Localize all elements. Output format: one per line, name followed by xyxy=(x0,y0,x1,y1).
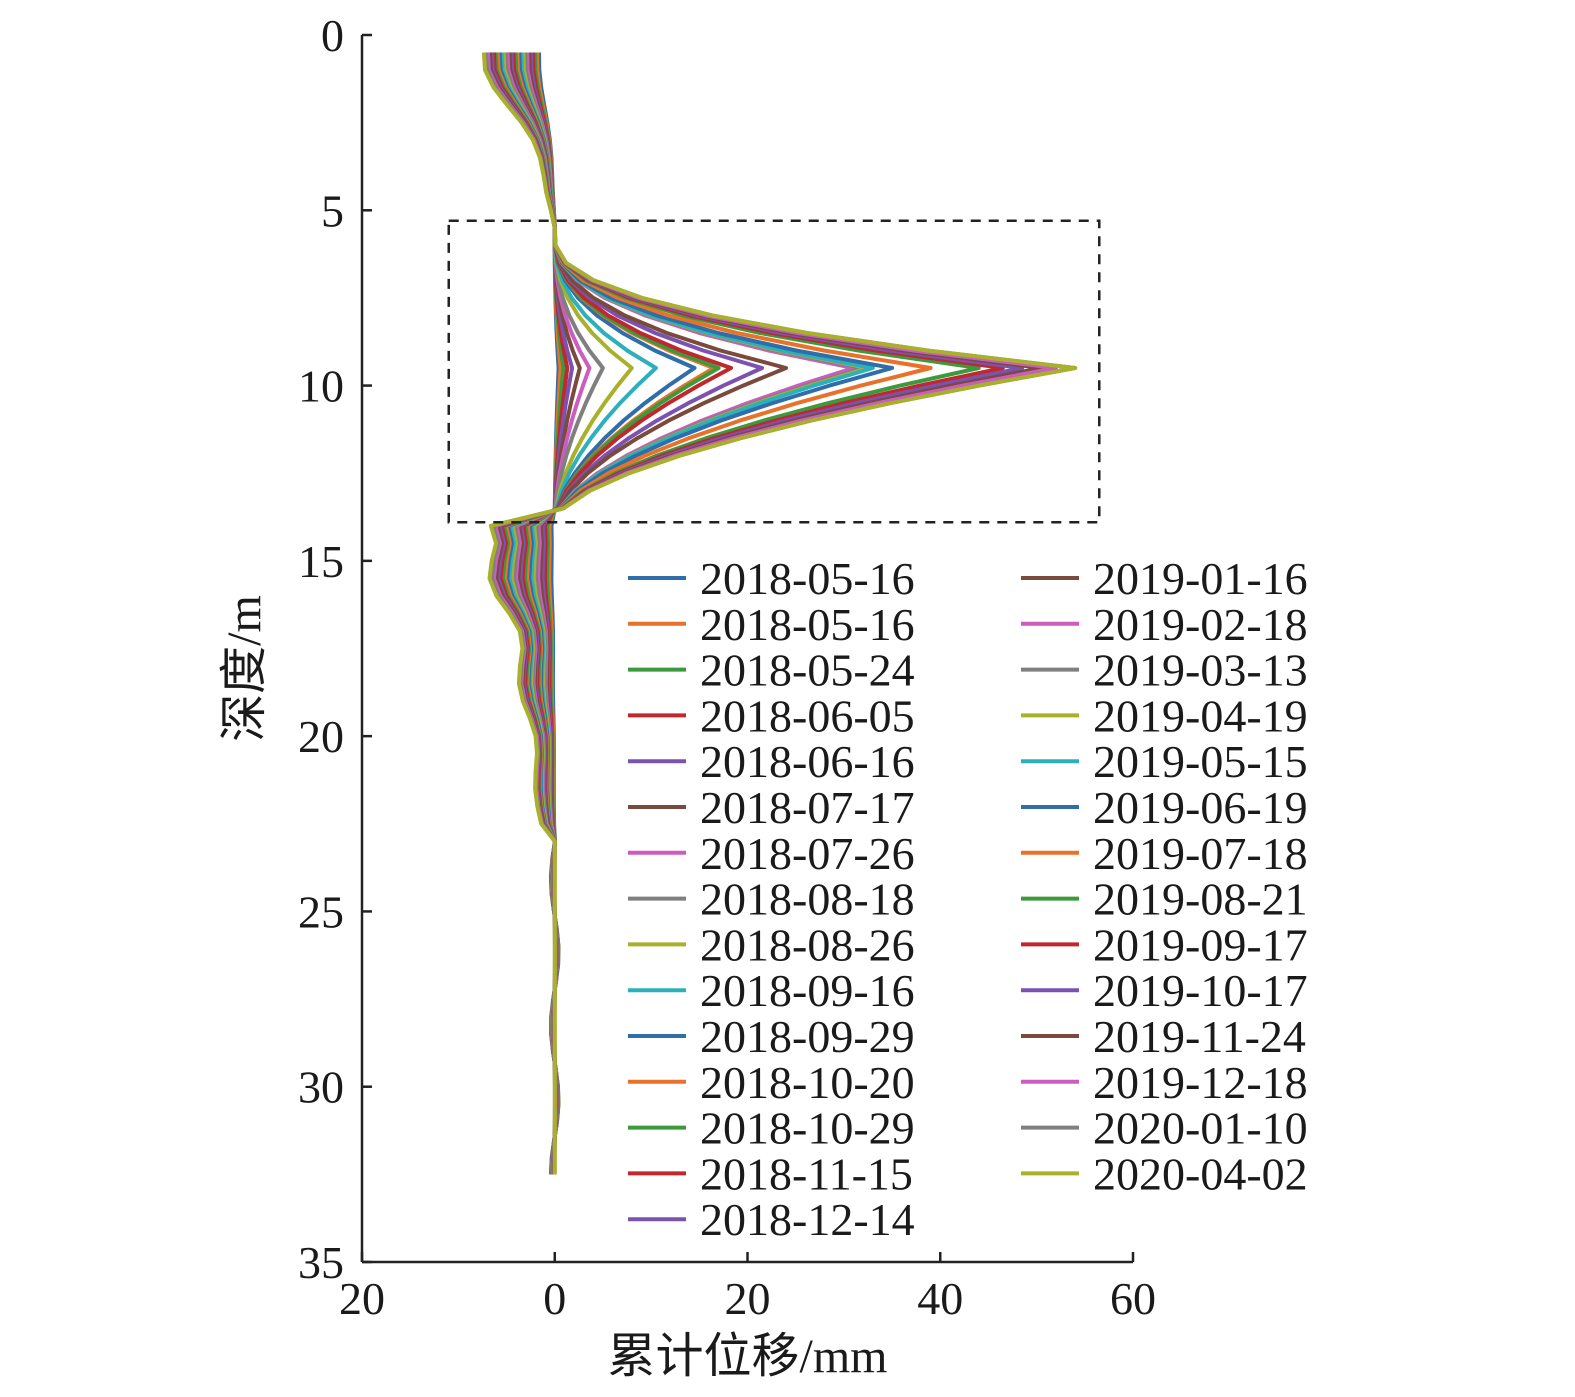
legend: 2018-05-162018-05-162018-05-242018-06-05… xyxy=(628,553,1308,1245)
x-tick-label: 40 xyxy=(917,1273,963,1324)
legend-label: 2019-11-24 xyxy=(1093,1011,1306,1062)
legend-label: 2018-09-16 xyxy=(700,965,915,1016)
y-tick-label: 20 xyxy=(298,711,344,762)
y-tick-labels: 0 5 10 15 20 25 30 35 xyxy=(298,10,344,1288)
y-tick-label: 5 xyxy=(321,185,344,236)
legend-label: 2019-06-19 xyxy=(1093,782,1308,833)
y-tick-label: 30 xyxy=(298,1062,344,1113)
legend-label: 2018-06-05 xyxy=(700,690,915,741)
x-tick-label: 20 xyxy=(339,1273,385,1324)
legend-label: 2019-07-18 xyxy=(1093,828,1308,879)
legend-label: 2018-09-29 xyxy=(700,1011,915,1062)
series-layer xyxy=(481,52,1078,1175)
legend-label: 2018-08-18 xyxy=(700,874,915,925)
x-tick-labels: 20 0 20 40 60 xyxy=(339,1273,1156,1324)
legend-label: 2018-08-26 xyxy=(700,919,915,970)
highlight-box xyxy=(447,219,1101,524)
legend-label: 2018-06-16 xyxy=(700,736,915,787)
y-tick-label: 10 xyxy=(298,361,344,412)
x-tick-label: 60 xyxy=(1110,1273,1156,1324)
legend-label: 2019-02-18 xyxy=(1093,599,1308,650)
legend-label: 2018-05-24 xyxy=(700,645,915,696)
y-tick-label: 25 xyxy=(298,886,344,937)
x-axis-title: 累计位移/mm xyxy=(607,1330,887,1383)
legend-label: 2019-10-17 xyxy=(1093,965,1308,1016)
legend-label: 2020-01-10 xyxy=(1093,1103,1308,1154)
legend-label: 2018-11-15 xyxy=(700,1148,913,1199)
legend-label: 2018-12-14 xyxy=(700,1194,915,1245)
x-tick-label: 20 xyxy=(725,1273,771,1324)
x-tick-label: 0 xyxy=(543,1273,566,1324)
legend-label: 2020-04-02 xyxy=(1093,1148,1308,1199)
y-axis-title: 深度/m xyxy=(218,595,271,742)
legend-label: 2018-10-20 xyxy=(700,1057,915,1108)
legend-label: 2018-05-16 xyxy=(700,599,915,650)
legend-label: 2019-04-19 xyxy=(1093,690,1308,741)
legend-label: 2018-10-29 xyxy=(700,1103,915,1154)
series-line xyxy=(481,52,1078,1175)
legend-label: 2018-05-16 xyxy=(700,553,915,604)
legend-label: 2019-01-16 xyxy=(1093,553,1308,604)
legend-label: 2019-03-13 xyxy=(1093,645,1308,696)
y-tick-label: 0 xyxy=(321,10,344,61)
y-tick-label: 15 xyxy=(298,536,344,587)
legend-label: 2018-07-17 xyxy=(700,782,915,833)
legend-label: 2019-12-18 xyxy=(1093,1057,1308,1108)
legend-label: 2019-09-17 xyxy=(1093,919,1308,970)
y-tick-label: 35 xyxy=(298,1237,344,1288)
legend-label: 2019-05-15 xyxy=(1093,736,1308,787)
legend-label: 2018-07-26 xyxy=(700,828,915,879)
tick-marks xyxy=(360,33,1135,1264)
legend-label: 2019-08-21 xyxy=(1093,874,1308,925)
